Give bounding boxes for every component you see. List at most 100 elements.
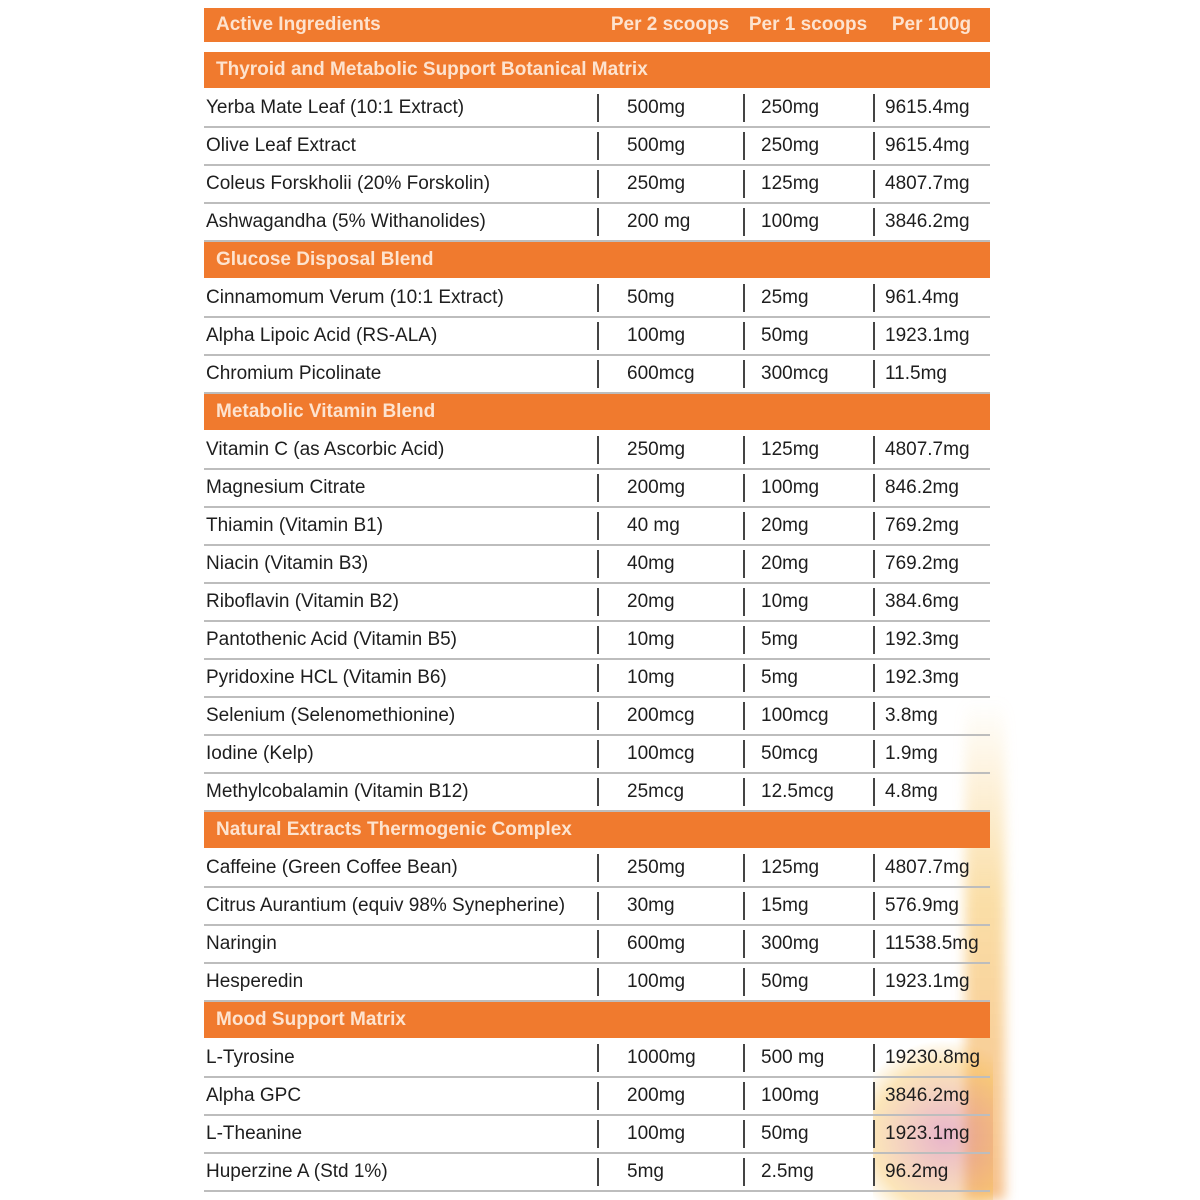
ingredient-name: Selenium (Selenomethionine) bbox=[206, 705, 456, 726]
amount-per-1-scoop: 20mg bbox=[743, 512, 873, 540]
amount-per-100g: 4807.7mg bbox=[873, 436, 990, 464]
amount-per-2-scoops: 100mcg bbox=[597, 740, 743, 768]
amount-per-100g: 96.2mg bbox=[873, 1158, 990, 1186]
table-row: Huperzine A (Std 1%) 5mg 2.5mg 96.2mg bbox=[204, 1154, 990, 1192]
ingredient-name: Niacin (Vitamin B3) bbox=[206, 553, 369, 574]
amount-per-1-scoop: 50mg bbox=[743, 322, 873, 350]
amount-per-2-scoops: 600mg bbox=[597, 930, 743, 958]
table-header: Active Ingredients Per 2 scoops Per 1 sc… bbox=[204, 8, 990, 42]
amount-per-2-scoops: 250mg bbox=[597, 854, 743, 882]
amount-per-1-scoop: 50mg bbox=[743, 1120, 873, 1148]
table-row: L-Tyrosine 1000mg 500 mg 19230.8mg bbox=[204, 1040, 990, 1078]
amount-per-2-scoops: 50mg bbox=[597, 284, 743, 312]
amount-per-1-scoop: 15mg bbox=[743, 892, 873, 920]
amount-per-100g: 19230.8mg bbox=[873, 1044, 990, 1072]
amount-per-1-scoop: 5mg bbox=[743, 664, 873, 692]
ingredient-name: Huperzine A (Std 1%) bbox=[206, 1161, 388, 1182]
amount-per-1-scoop: 10mg bbox=[743, 588, 873, 616]
amount-per-1-scoop: 250mg bbox=[743, 94, 873, 122]
ingredient-name: Iodine (Kelp) bbox=[206, 743, 314, 764]
amount-per-1-scoop: 12.5mcg bbox=[743, 778, 873, 806]
header-per-1-scoop: Per 1 scoops bbox=[748, 14, 868, 35]
amount-per-1-scoop: 100mg bbox=[743, 208, 873, 236]
ingredient-name: Alpha GPC bbox=[206, 1085, 302, 1106]
amount-per-1-scoop: 300mcg bbox=[743, 360, 873, 388]
table-row: Niacin (Vitamin B3) 40mg 20mg 769.2mg bbox=[204, 546, 990, 584]
amount-per-1-scoop: 20mg bbox=[743, 550, 873, 578]
table-row: Thiamin (Vitamin B1) 40 mg 20mg 769.2mg bbox=[204, 508, 990, 546]
amount-per-2-scoops: 10mg bbox=[597, 664, 743, 692]
table-row: Hesperedin 100mg 50mg 1923.1mg bbox=[204, 964, 990, 1002]
amount-per-2-scoops: 100mg bbox=[597, 322, 743, 350]
amount-per-2-scoops: 30mg bbox=[597, 892, 743, 920]
ingredient-name: Magnesium Citrate bbox=[206, 477, 366, 498]
ingredient-name: L-Tyrosine bbox=[206, 1047, 295, 1068]
ingredient-name: Pantothenic Acid (Vitamin B5) bbox=[206, 629, 458, 650]
ingredient-name: Hesperedin bbox=[206, 971, 304, 992]
amount-per-100g: 1923.1mg bbox=[873, 1120, 990, 1148]
amount-per-100g: 4.8mg bbox=[873, 778, 990, 806]
amount-per-2-scoops: 500mg bbox=[597, 132, 743, 160]
ingredient-name: Citrus Aurantium (equiv 98% Synepherine) bbox=[206, 895, 566, 916]
amount-per-100g: 1923.1mg bbox=[873, 322, 990, 350]
amount-per-2-scoops: 20mg bbox=[597, 588, 743, 616]
ingredient-name: Yerba Mate Leaf (10:1 Extract) bbox=[206, 97, 465, 118]
ingredient-name: Caffeine (Green Coffee Bean) bbox=[206, 857, 458, 878]
table-row: Riboflavin (Vitamin B2) 20mg 10mg 384.6mg bbox=[204, 584, 990, 622]
amount-per-100g: 11538.5mg bbox=[873, 930, 990, 958]
ingredient-name: Pyridoxine HCL (Vitamin B6) bbox=[206, 667, 447, 688]
amount-per-2-scoops: 200mcg bbox=[597, 702, 743, 730]
section-header: Thyroid and Metabolic Support Botanical … bbox=[204, 52, 990, 90]
section-title: Glucose Disposal Blend bbox=[204, 242, 990, 278]
amount-per-100g: 3.8mg bbox=[873, 702, 990, 730]
table-row: Ashwagandha (5% Withanolides) 200 mg 100mg… bbox=[204, 204, 990, 242]
amount-per-1-scoop: 100mg bbox=[743, 1082, 873, 1110]
amount-per-100g: 384.6mg bbox=[873, 588, 990, 616]
section-title: Natural Extracts Thermogenic Complex bbox=[204, 812, 990, 848]
section-title: Metabolic Vitamin Blend bbox=[204, 394, 990, 430]
amount-per-2-scoops: 100mg bbox=[597, 1120, 743, 1148]
ingredient-name: Thiamin (Vitamin B1) bbox=[206, 515, 384, 536]
table-row: Cinnamomum Verum (10:1 Extract) 50mg 25mg 9… bbox=[204, 280, 990, 318]
amount-per-2-scoops: 200 mg bbox=[597, 208, 743, 236]
amount-per-100g: 1923.1mg bbox=[873, 968, 990, 996]
amount-per-100g: 4807.7mg bbox=[873, 854, 990, 882]
amount-per-1-scoop: 50mcg bbox=[743, 740, 873, 768]
table-row: Chromium Picolinate 600mcg 300mcg 11.5mg bbox=[204, 356, 990, 394]
amount-per-1-scoop: 500 mg bbox=[743, 1044, 873, 1072]
amount-per-100g: 192.3mg bbox=[873, 664, 990, 692]
amount-per-100g: 9615.4mg bbox=[873, 94, 990, 122]
table-row: Caffeine (Green Coffee Bean) 250mg 125mg 48… bbox=[204, 850, 990, 888]
amount-per-100g: 4807.7mg bbox=[873, 170, 990, 198]
amount-per-2-scoops: 1000mg bbox=[597, 1044, 743, 1072]
table-row: Iodine (Kelp) 100mcg 50mcg 1.9mg bbox=[204, 736, 990, 774]
ingredient-name: Alpha Lipoic Acid (RS-ALA) bbox=[206, 325, 438, 346]
amount-per-1-scoop: 100mcg bbox=[743, 702, 873, 730]
table-row: Alpha Lipoic Acid (RS-ALA) 100mg 50mg 1923.… bbox=[204, 318, 990, 356]
table-row: Citrus Aurantium (equiv 98% Synepherine)… bbox=[204, 888, 990, 926]
amount-per-100g: 1.9mg bbox=[873, 740, 990, 768]
header-per-2-scoops: Per 2 scoops bbox=[610, 14, 730, 35]
amount-per-1-scoop: 250mg bbox=[743, 132, 873, 160]
amount-per-2-scoops: 500mg bbox=[597, 94, 743, 122]
table-row: Alpha GPC 200mg 100mg 3846.2mg bbox=[204, 1078, 990, 1116]
amount-per-100g: 961.4mg bbox=[873, 284, 990, 312]
amount-per-2-scoops: 200mg bbox=[597, 474, 743, 502]
amount-per-100g: 11.5mg bbox=[873, 360, 990, 388]
table-row: Magnesium Citrate 200mg 100mg 846.2mg bbox=[204, 470, 990, 508]
amount-per-1-scoop: 2.5mg bbox=[743, 1158, 873, 1186]
amount-per-1-scoop: 300mg bbox=[743, 930, 873, 958]
table-row: Methylcobalamin (Vitamin B12) 25mcg 12.5mc… bbox=[204, 774, 990, 812]
ingredient-name: Methylcobalamin (Vitamin B12) bbox=[206, 781, 469, 802]
amount-per-2-scoops: 200mg bbox=[597, 1082, 743, 1110]
section-title: Mood Support Matrix bbox=[204, 1002, 990, 1038]
amount-per-2-scoops: 10mg bbox=[597, 626, 743, 654]
table-row: Selenium (Selenomethionine) 200mcg 100mcg 3… bbox=[204, 698, 990, 736]
ingredient-name: Coleus Forskholii (20% Forskolin) bbox=[206, 173, 491, 194]
table-row: Pyridoxine HCL (Vitamin B6) 10mg 5mg 192.3m… bbox=[204, 660, 990, 698]
ingredient-name: Naringin bbox=[206, 933, 277, 954]
ingredients-table: Thyroid and Metabolic Support Botanical … bbox=[204, 52, 990, 1192]
amount-per-100g: 576.9mg bbox=[873, 892, 990, 920]
amount-per-2-scoops: 25mcg bbox=[597, 778, 743, 806]
table-row: Coleus Forskholii (20% Forskolin) 250mg 12… bbox=[204, 166, 990, 204]
